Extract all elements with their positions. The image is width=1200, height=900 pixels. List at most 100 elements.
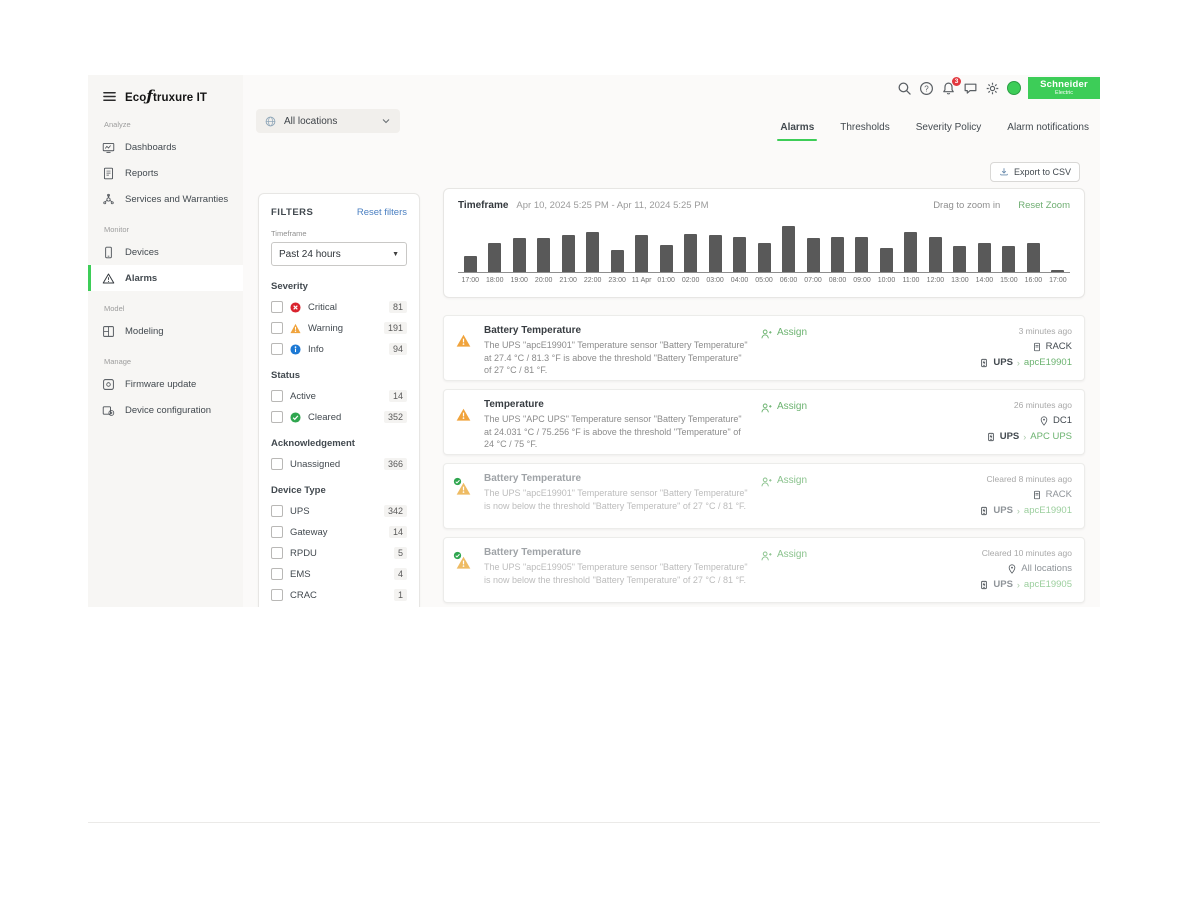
chart-bar-cell [972, 220, 996, 272]
chart-bar-cell [801, 220, 825, 272]
timeframe-range-end: Apr 11, 2024 5:25 PM [616, 200, 709, 211]
search-icon[interactable] [897, 81, 912, 96]
filter-section-title: Acknowledgement [271, 438, 355, 449]
logo-glyph: ƒ [146, 87, 153, 105]
chart-x-tick-label: 17:00 [461, 277, 479, 284]
ups-icon [979, 580, 989, 590]
chart-bar [1002, 246, 1016, 272]
feedback-icon[interactable] [963, 81, 978, 96]
location-selector[interactable]: All locations [256, 109, 400, 133]
alarm-description: The UPS "apcE19901" Temperature sensor "… [484, 340, 748, 375]
svg-text:?: ? [924, 84, 929, 93]
alarm-location: All locations [1007, 563, 1072, 574]
chart-bar [879, 248, 893, 272]
filter-option-warning: Warning 191 [271, 322, 407, 334]
help-icon[interactable]: ? [919, 81, 934, 96]
tab-thresholds[interactable]: Thresholds [840, 122, 890, 133]
filter-checkbox[interactable] [271, 343, 283, 355]
tab-alarms[interactable]: Alarms [777, 122, 818, 141]
chart-bar-cell [458, 220, 482, 272]
chart-bar-cell [948, 220, 972, 272]
timeframe-range: Apr 10, 2024 5:25 PM - Apr 11, 2024 5:25… [516, 200, 708, 211]
chart-bar-cell [629, 220, 653, 272]
chart-x-tick-label: 07:00 [804, 277, 822, 284]
alarm-device: UPS › APC UPS [986, 431, 1072, 442]
sidebar: Ecoƒtruxure IT Analyze Dashboards Report… [88, 75, 243, 607]
alarm-card: Temperature The UPS "APC UPS" Temperatur… [443, 389, 1085, 455]
sidebar-item-firmware-update[interactable]: Firmware update [88, 371, 243, 397]
notifications-icon[interactable]: 3 [941, 76, 961, 96]
chart-x-tick-label: 11 Apr [631, 277, 652, 284]
chart-bar-cell [1046, 220, 1070, 272]
chart-bar [953, 246, 967, 272]
filter-option-count: 342 [383, 505, 407, 517]
settings-icon[interactable] [985, 81, 1000, 96]
warning-triangle-icon [456, 399, 474, 445]
sidebar-item-dashboards[interactable]: Dashboards [88, 134, 243, 160]
menu-icon[interactable] [102, 89, 117, 104]
filter-checkbox[interactable] [271, 458, 283, 470]
assign-button[interactable]: Assign [760, 399, 910, 445]
filter-checkbox[interactable] [271, 547, 283, 559]
timeframe-range-start: Apr 10, 2024 5:25 PM [516, 200, 609, 211]
alarm-timestamp: 3 minutes ago [1018, 326, 1072, 336]
chart-x-tick-label: 17:00 [1049, 277, 1067, 284]
assign-button[interactable]: Assign [760, 325, 910, 371]
chart-x-tick-label: 06:00 [779, 277, 798, 284]
chart-x-tick-label: 23:00 [608, 277, 626, 284]
export-csv-button[interactable]: Export to CSV [989, 162, 1080, 182]
sidebar-item-services-and-warranties[interactable]: Services and Warranties [88, 186, 243, 212]
chart-x-tick-label: 04:00 [730, 277, 749, 284]
assign-person-icon [760, 327, 772, 340]
assign-button[interactable]: Assign [760, 547, 910, 593]
location-selector-label: All locations [284, 115, 338, 127]
assign-button[interactable]: Assign [760, 473, 910, 519]
sidebar-item-alarms[interactable]: Alarms [88, 265, 243, 291]
chart-bar-cell [874, 220, 898, 272]
breadcrumb-separator: › [1023, 431, 1027, 442]
chart-bar-cell [923, 220, 947, 272]
notification-badge: 3 [952, 76, 961, 86]
filter-option-label: Critical [308, 301, 338, 313]
alarm-title: Battery Temperature [484, 473, 582, 484]
sidebar-section-label: Analyze [104, 120, 131, 129]
tab-alarm-notifications[interactable]: Alarm notifications [1007, 122, 1089, 133]
reset-zoom-link[interactable]: Reset Zoom [1018, 200, 1070, 211]
filter-checkbox[interactable] [271, 589, 283, 601]
chart-bar [855, 237, 869, 272]
filter-option-label: Cleared [308, 411, 342, 423]
filter-checkbox[interactable] [271, 390, 283, 402]
warning-severity-icon [290, 323, 301, 334]
sidebar-item-device-configuration[interactable]: Device configuration [88, 397, 243, 423]
tab-severity-policy[interactable]: Severity Policy [915, 122, 982, 133]
filter-checkbox[interactable] [271, 411, 283, 423]
alarm-histogram: 17:00 18:00 19:00 20:00 21:00 22:00 23:00 11 Ap… [458, 220, 1070, 284]
chart-bar [904, 232, 918, 272]
sidebar-item-reports[interactable]: Reports [88, 160, 243, 186]
filter-section-title: Severity [271, 281, 308, 292]
filter-option-label: RPDU [290, 547, 317, 559]
chart-bar-cell [556, 220, 580, 272]
chart-x-tick-label: 01:00 [657, 277, 675, 284]
chart-bars-area[interactable] [458, 220, 1070, 273]
sidebar-item-devices[interactable]: Devices [88, 239, 243, 265]
device-link[interactable]: APC UPS [1030, 431, 1072, 442]
filter-checkbox[interactable] [271, 505, 283, 517]
sidebar-item-modeling[interactable]: Modeling [88, 318, 243, 344]
chart-x-tick-label: 16:00 [1024, 277, 1043, 284]
filter-option-label: UPS [290, 505, 310, 517]
filter-section: Status Active 14 Cleared 352 [271, 370, 407, 423]
filter-checkbox[interactable] [271, 526, 283, 538]
device-link[interactable]: apcE19901 [1023, 357, 1072, 368]
filter-checkbox[interactable] [271, 301, 283, 313]
filter-checkbox[interactable] [271, 568, 283, 580]
user-avatar[interactable] [1007, 81, 1021, 95]
chart-bar [928, 237, 942, 272]
reset-filters-link[interactable]: Reset filters [356, 207, 407, 218]
chart-bar-cell [899, 220, 923, 272]
filter-checkbox[interactable] [271, 322, 283, 334]
timeframe-select[interactable]: Past 24 hours ▼ [271, 242, 407, 266]
device-link[interactable]: apcE19901 [1023, 505, 1072, 516]
device-link[interactable]: apcE19905 [1023, 579, 1072, 590]
sidebar-section: Model Modeling [88, 291, 243, 344]
